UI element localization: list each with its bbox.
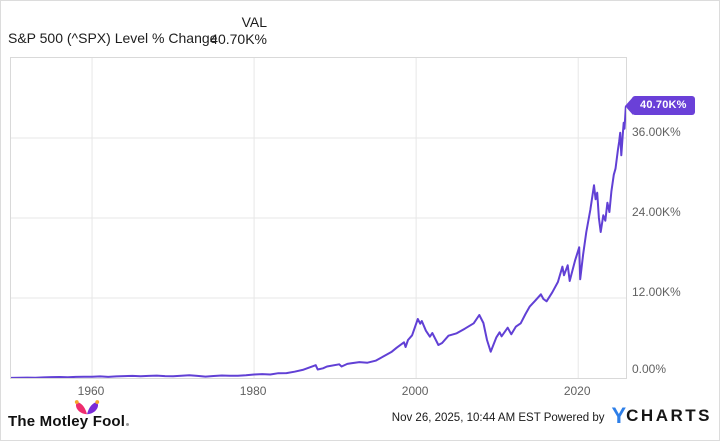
ycharts-y-icon: Y: [611, 403, 627, 428]
chart-header: S&P 500 (^SPX) Level % Change VAL 40.70K…: [0, 0, 720, 57]
x-axis-label: 2020: [563, 384, 591, 398]
flag-value: 40.70K%: [632, 96, 695, 116]
footer: The Motley Fool Nov 26, 2025, 10:44 AM E…: [0, 397, 720, 441]
ycharts-wordmark: CHARTS: [626, 406, 712, 425]
y-axis-label: 12.00K%: [632, 285, 681, 299]
ycharts-logo: Y CHARTS: [611, 405, 712, 427]
current-value: 40.70K%: [210, 31, 267, 47]
trademark-dot: [126, 423, 130, 426]
series-label: S&P 500 (^SPX) Level % Change: [8, 30, 218, 46]
y-axis-label: 36.00K%: [632, 125, 681, 139]
price-chart-svg: [11, 58, 626, 378]
plot-area: [10, 57, 627, 379]
value-column-header: VAL: [241, 14, 267, 30]
powered-by-label: Powered by: [543, 411, 605, 424]
current-value-flag: 40.70K%: [625, 96, 695, 116]
timestamp-and-powered-by: Nov 26, 2025, 10:44 AM EST Powered by: [392, 409, 605, 424]
x-axis-label: 1960: [77, 384, 105, 398]
y-axis-label: 0.00%: [632, 362, 667, 376]
timestamp: Nov 26, 2025, 10:44 AM EST: [391, 411, 541, 424]
motley-fool-logo: The Motley Fool: [8, 400, 130, 431]
motley-fool-wordmark: The Motley Fool: [8, 413, 126, 430]
price-line: [11, 105, 626, 378]
y-axis-label: 24.00K%: [632, 205, 681, 219]
jester-cap-icon: [74, 400, 100, 415]
gridlines: [11, 58, 626, 378]
flag-arrow-icon: [625, 96, 633, 115]
x-axis-label: 1980: [239, 384, 267, 398]
attribution: Nov 26, 2025, 10:44 AM EST Powered by Y …: [392, 405, 712, 427]
x-axis-label: 2000: [401, 384, 429, 398]
